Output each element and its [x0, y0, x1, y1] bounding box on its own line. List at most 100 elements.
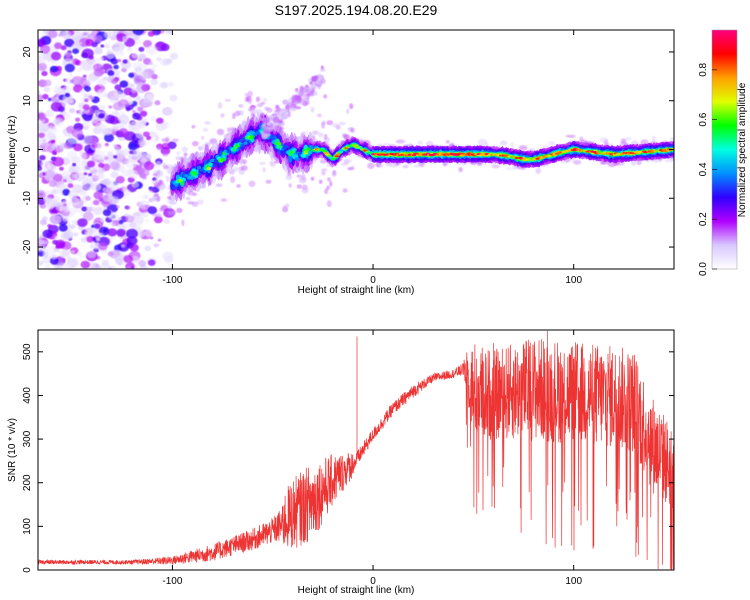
spectrogram-cell — [327, 155, 332, 157]
colorbar: 0.0 0.2 0.4 0.6 0.8 Normalized spectral ampl… — [698, 29, 748, 276]
spectrogram-cell — [319, 68, 327, 72]
spectrogram-cell — [54, 85, 61, 91]
ytick-label: 200 — [22, 474, 33, 491]
colorbar-frame — [711, 29, 738, 270]
spectrogram-cell — [165, 136, 170, 143]
spectrogram-cell — [72, 199, 77, 203]
ytick-label: 100 — [22, 518, 33, 535]
spectrogram-cell — [79, 150, 84, 155]
spectrogram-cell — [97, 155, 104, 161]
spectrogram-cell — [128, 72, 135, 78]
spectrogram-cell — [334, 155, 339, 158]
spectrogram-cell — [342, 188, 348, 193]
spectrogram-cell — [73, 232, 79, 237]
spectrogram-cell — [318, 132, 324, 138]
spectrogram-cell — [141, 83, 151, 92]
spectrogram-cell — [265, 179, 272, 184]
spectrogram-cell — [144, 229, 154, 238]
colorbar-tick-label: 0.8 — [698, 62, 709, 76]
spectrogram-cell — [44, 263, 51, 269]
spectrogram-cell — [64, 92, 70, 98]
spectrogram-cell — [117, 217, 123, 221]
spectrogram-cell — [79, 153, 88, 160]
spectrogram-cell — [343, 158, 353, 163]
spectrogram-cell — [215, 183, 223, 187]
spectrogram-cell — [324, 188, 329, 195]
spectrogram-cell — [103, 30, 115, 39]
spectrogram-cell — [153, 215, 163, 224]
spectrogram-cell — [110, 171, 119, 179]
spectrogram-cell — [60, 45, 67, 51]
spectrogram-cell — [92, 207, 103, 216]
spectrogram-cell — [92, 199, 100, 206]
spectrogram-cell — [150, 116, 157, 122]
spectrogram-cell — [93, 35, 103, 43]
spectrogram-cell — [620, 138, 627, 144]
spectrogram-cell — [247, 90, 253, 97]
spectrogram-cell — [41, 248, 49, 253]
ytick-label: -20 — [22, 239, 33, 254]
spectrogram-cell — [83, 125, 89, 130]
spectrogram-cell — [338, 151, 344, 153]
spectrogram-cell — [165, 175, 170, 183]
spectrogram-cell — [296, 174, 302, 178]
spectrogram-cell — [58, 262, 67, 269]
spectrogram-cell — [110, 161, 120, 170]
spectrogram-cell — [63, 112, 72, 120]
spectrogram-cell — [160, 81, 168, 89]
spectrogram-cell — [45, 190, 52, 196]
spectrogram-cell — [144, 245, 152, 252]
snr-xticks: -100 0 100 — [162, 330, 582, 587]
spectrogram-cell — [248, 100, 253, 104]
spectrogram-cell — [92, 178, 97, 182]
spectrogram-cell — [156, 117, 164, 124]
spectrogram-cell — [307, 150, 313, 155]
spectrogram-cell — [84, 98, 89, 103]
spectrogram-cell — [135, 130, 146, 139]
spectrogram-cell — [147, 30, 155, 37]
spectrogram-cell — [129, 243, 139, 252]
spectrogram-cell — [238, 169, 245, 175]
spectrogram-image — [38, 30, 674, 269]
ytick-label: 300 — [22, 430, 33, 447]
spectrogram-cell — [326, 120, 334, 126]
spectrogram-cell — [264, 106, 269, 111]
spectrogram-cell — [175, 156, 181, 161]
spectrogram-cell — [191, 124, 196, 129]
spectrogram-cell — [191, 140, 199, 147]
spectrogram-cell — [45, 202, 55, 210]
spectrogram-cell — [499, 140, 508, 146]
spectrogram-cell — [39, 235, 44, 239]
spectrogram-cell — [125, 215, 135, 223]
ytick-label: -10 — [22, 191, 33, 206]
spectrogram-cell — [155, 134, 159, 142]
spectrogram-cell — [70, 224, 76, 229]
spectrogram-cell — [172, 138, 179, 143]
spectrogram-cell — [110, 58, 119, 65]
snr-series-line — [38, 330, 674, 570]
spectrogram-cell — [417, 140, 424, 145]
spectrogram-cell — [84, 175, 94, 183]
spectrogram-cell — [413, 164, 421, 168]
spectrogram-cell — [113, 64, 119, 70]
spectrogram-cell — [148, 61, 153, 66]
spectrogram-cell — [71, 156, 81, 165]
spectrogram-cell — [96, 88, 107, 98]
spectrogram-cell — [291, 103, 297, 109]
spectrogram-cell — [128, 142, 138, 151]
spectrogram-cell — [572, 159, 582, 165]
spectrogram-cell — [327, 177, 331, 182]
xtick-label: -100 — [162, 576, 182, 587]
spectrogram-cell — [38, 54, 47, 64]
spectrogram-cell — [111, 222, 116, 227]
spectrogram-cell — [86, 206, 93, 213]
spectrogram-cell — [94, 122, 107, 132]
spectrogram-cell — [103, 127, 113, 136]
ytick-label: 20 — [22, 46, 33, 58]
colorbar-label: Normalized spectral amplitude — [737, 82, 748, 217]
spectrogram-cell — [217, 102, 223, 109]
spectrogram-cell — [296, 184, 302, 189]
spectrogram-cell — [213, 159, 219, 164]
spectrogram-cell — [332, 123, 340, 128]
